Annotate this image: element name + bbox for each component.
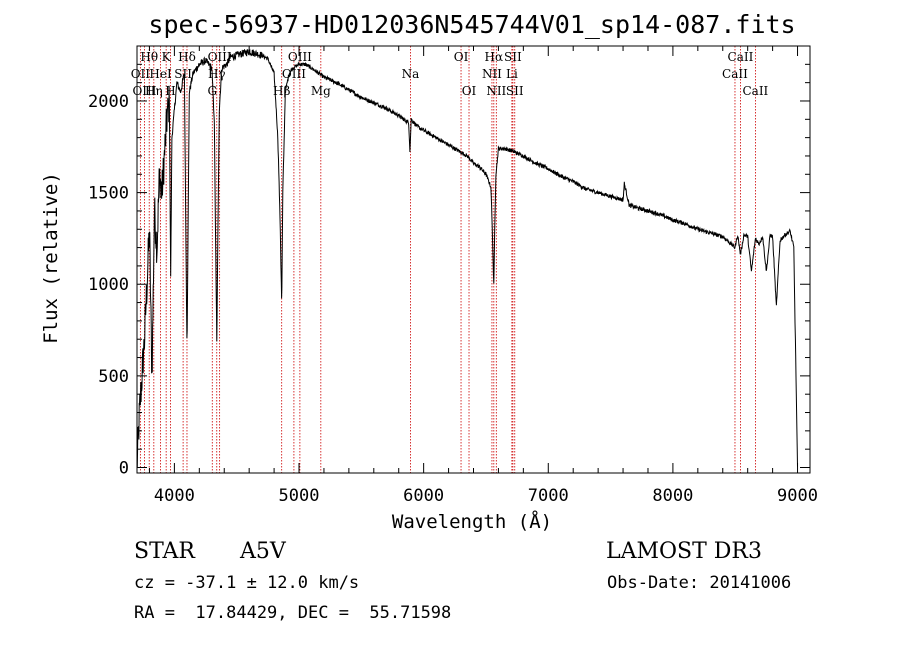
- y-axis: 0 500 1000 1500 2000: [88, 63, 810, 479]
- x-tick-label: 6000: [403, 486, 444, 506]
- spectral-line-markers: [139, 46, 756, 473]
- spectral-line-label: NII: [486, 84, 506, 98]
- x-axis: 4000 5000 6000 7000 8000 9000: [148, 46, 818, 506]
- spectral-line-label: OI: [454, 50, 469, 64]
- spectral-line-label: Hδ: [178, 50, 196, 64]
- object-class: STAR: [134, 539, 195, 564]
- spectral-line-label: CaII: [742, 84, 768, 98]
- spectral-line-label: HeI: [149, 67, 172, 81]
- spectral-line-label: OI: [462, 84, 477, 98]
- x-tick-label: 8000: [652, 486, 693, 506]
- spectral-line-label: Hθ: [140, 50, 158, 64]
- spectral-line-labels: HθOIIOIIIHηHeIKHSIIHδGHγOIIIHβOIIIOIIIMg…: [131, 50, 769, 98]
- spectrum-chart: spec-56937-HD012036N545744V01_sp14-087.f…: [40, 10, 818, 533]
- observation-date: Obs-Date: 20141006: [607, 573, 792, 593]
- redshift-cz: cz = -37.1 ± 12.0 km/s: [134, 573, 360, 593]
- survey-name: LAMOST DR3: [606, 539, 762, 564]
- x-tick-label: 5000: [279, 486, 320, 506]
- spectral-line-label: SII: [174, 67, 192, 81]
- spectral-line-label: SII: [506, 84, 524, 98]
- spectral-line-label: OII: [131, 67, 151, 81]
- y-tick-label: 500: [98, 367, 129, 387]
- chart-title: spec-56937-HD012036N545744V01_sp14-087.f…: [148, 10, 795, 39]
- spectral-line-label: Na: [402, 67, 420, 81]
- spectral-line-label: OIII: [288, 50, 312, 64]
- spectral-line-label: H: [165, 84, 175, 98]
- object-subclass: A5V: [240, 539, 286, 564]
- spectral-line-label: CaII: [722, 67, 748, 81]
- x-tick-label: 7000: [528, 486, 569, 506]
- spectral-line-label: K: [162, 50, 172, 64]
- y-tick-label: 2000: [88, 92, 129, 112]
- spectral-line-label: Mg: [311, 84, 331, 98]
- spectral-line-label: OIII: [132, 84, 156, 98]
- spectral-line-label: Hα: [485, 50, 504, 64]
- spectral-line-label: SII: [504, 50, 522, 64]
- plot-frame: [136, 45, 811, 474]
- spectral-line-label: Li: [506, 67, 518, 81]
- spectral-line-label: OIII: [208, 50, 232, 64]
- spectral-line-label: CaII: [728, 50, 754, 64]
- y-tick-label: 1000: [88, 275, 129, 295]
- x-tick-label: 4000: [154, 486, 195, 506]
- spectral-line-label: Hη: [145, 84, 163, 98]
- x-axis-label: Wavelength (Å): [392, 510, 552, 533]
- spectrum-line: [136, 48, 798, 468]
- y-axis-label: Flux (relative): [40, 172, 62, 344]
- coordinates: RA = 17.84429, DEC = 55.71598: [134, 603, 452, 623]
- y-tick-label: 0: [119, 459, 129, 479]
- spectral-line-label: G: [207, 84, 217, 98]
- x-tick-label: 9000: [777, 486, 818, 506]
- spectral-line-label: NII: [482, 67, 502, 81]
- y-tick-label: 1500: [88, 184, 129, 204]
